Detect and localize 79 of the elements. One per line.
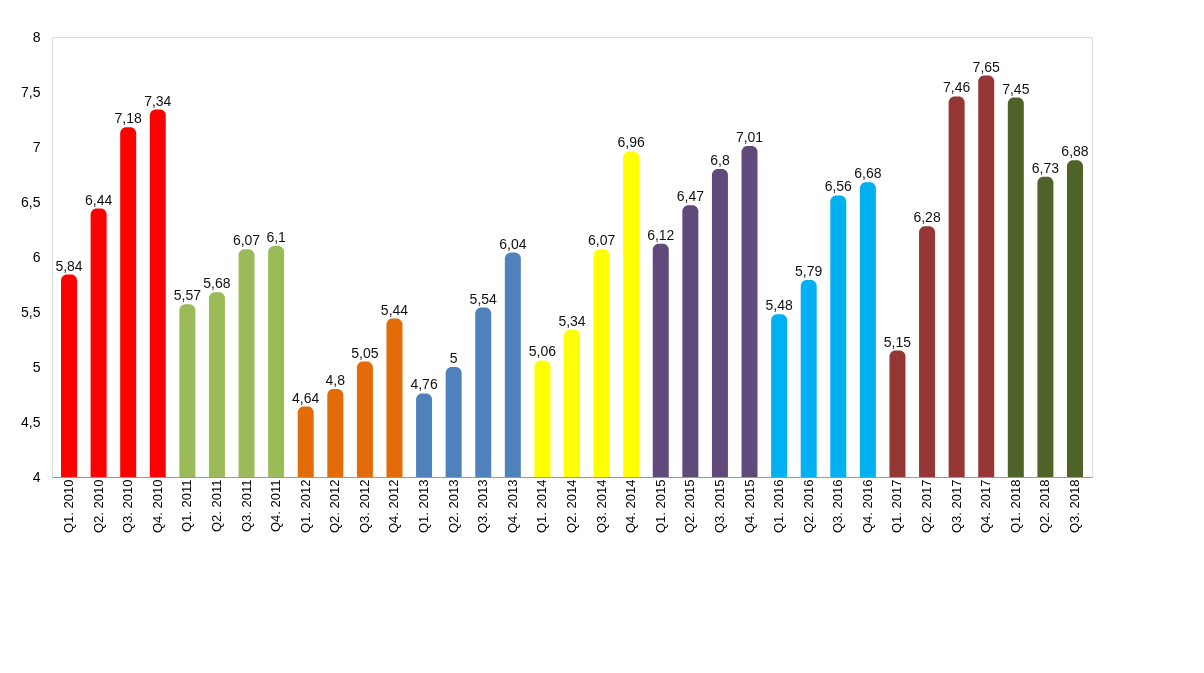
- y-tick-label: 4,5: [21, 413, 41, 430]
- x-tick-label: Q4. 2017: [978, 479, 994, 533]
- x-tick-label: Q1. 2016: [771, 479, 787, 533]
- y-tick-label: 6: [32, 248, 41, 265]
- data-label: 6,07: [232, 232, 261, 249]
- x-tick-label: Q3. 2014: [593, 479, 609, 533]
- x-tick-label: Q2. 2017: [919, 479, 935, 533]
- x-tick-label: Q2. 2012: [327, 479, 343, 533]
- data-label: 6,04: [499, 235, 527, 252]
- data-label: 6,44: [84, 191, 113, 208]
- data-label: 7,65: [972, 58, 1001, 75]
- data-label: 5,84: [55, 257, 83, 274]
- y-tick-label: 6,5: [21, 193, 41, 210]
- x-tick-label: Q4. 2013: [504, 479, 520, 533]
- data-label: 5,06: [528, 343, 557, 360]
- x-tick-label: Q1. 2011: [179, 479, 195, 533]
- x-tick-label: Q3. 2011: [238, 479, 254, 533]
- data-label: 6,1: [266, 229, 287, 245]
- x-tick-label: Q1. 2017: [889, 479, 905, 533]
- x-tick-label: Q4. 2015: [741, 479, 757, 533]
- x-tick-label: Q4. 2012: [386, 479, 402, 533]
- x-tick-label: Q2. 2013: [445, 479, 461, 533]
- data-label: 6,12: [647, 226, 675, 243]
- x-tick-label: Q3. 2015: [711, 479, 727, 533]
- data-label: 7,34: [144, 92, 172, 109]
- x-tick-label: Q1. 2012: [297, 479, 313, 533]
- x-tick-label: Q1. 2015: [652, 479, 668, 533]
- data-label: 6,73: [1031, 159, 1060, 176]
- x-tick-label: Q1. 2018: [1007, 479, 1023, 533]
- data-label: 5,44: [380, 301, 409, 318]
- x-tick-label: Q4. 2016: [859, 479, 875, 533]
- x-tick-label: Q2. 2010: [90, 479, 106, 533]
- data-label: 5,15: [883, 333, 912, 350]
- data-label: 6,28: [913, 209, 941, 226]
- y-tick-label: 7: [32, 138, 41, 155]
- data-label: 7,18: [114, 110, 143, 127]
- y-tick-label: 4: [32, 468, 41, 485]
- data-label: 5,05: [351, 344, 379, 361]
- data-label: 5,54: [469, 290, 498, 307]
- data-label: 6,47: [676, 188, 705, 205]
- data-label: 6,68: [854, 165, 882, 182]
- data-label: 6,07: [587, 232, 616, 249]
- x-tick-label: Q2. 2015: [682, 479, 698, 533]
- x-tick-label: Q3. 2010: [120, 479, 136, 533]
- data-label: 4,64: [292, 389, 320, 406]
- x-tick-label: Q1. 2013: [416, 479, 432, 533]
- data-label: 6,8: [710, 152, 730, 168]
- data-label: 4,76: [410, 376, 438, 393]
- data-label: 6,96: [617, 134, 646, 151]
- data-label: 5,34: [558, 312, 586, 329]
- data-label: 6,56: [824, 178, 853, 195]
- x-tick-label: Q2. 2016: [800, 479, 816, 533]
- x-tick-label: Q4. 2014: [623, 479, 639, 533]
- data-label: 5,79: [795, 263, 823, 280]
- y-tick-label: 5: [32, 358, 41, 375]
- data-label: 5,48: [765, 297, 793, 314]
- x-tick-label: Q2. 2018: [1037, 479, 1053, 533]
- data-label: 5: [449, 350, 458, 366]
- data-label: 7,45: [1002, 80, 1030, 97]
- y-tick-label: 8: [32, 28, 41, 45]
- x-tick-label: Q3. 2018: [1066, 479, 1082, 533]
- data-label: 4,8: [325, 372, 346, 388]
- x-tick-label: Q4. 2010: [149, 479, 165, 533]
- x-tick-label: Q2. 2011: [208, 479, 224, 533]
- data-label: 6,88: [1061, 143, 1089, 160]
- y-tick-label: 7,5: [21, 83, 41, 100]
- data-label: 7,01: [735, 128, 764, 145]
- x-tick-label: Q1. 2010: [61, 479, 77, 533]
- x-tick-label: Q2. 2014: [564, 479, 579, 533]
- y-tick-label: 5,5: [21, 303, 41, 320]
- x-tick-label: Q1. 2014: [534, 479, 550, 533]
- x-tick-label: Q3. 2013: [475, 479, 491, 533]
- data-label: 5,57: [173, 287, 202, 304]
- data-label: 7,46: [943, 79, 971, 96]
- x-tick-label: Q3. 2017: [948, 479, 964, 533]
- x-tick-label: Q4. 2011: [268, 479, 284, 533]
- data-label: 5,68: [203, 275, 231, 292]
- x-tick-label: Q3. 2012: [356, 479, 372, 533]
- x-tick-label: Q3. 2016: [830, 479, 846, 533]
